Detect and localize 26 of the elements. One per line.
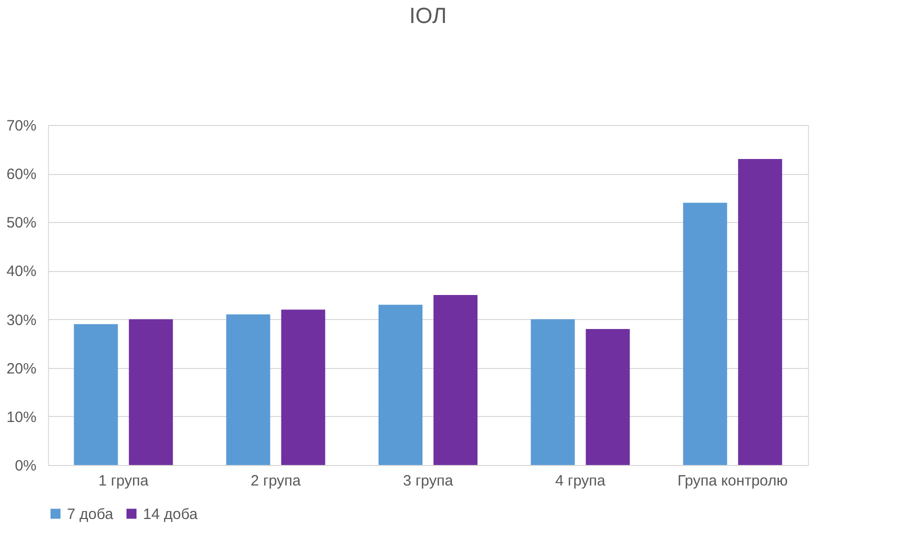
bar bbox=[683, 202, 728, 465]
legend-label: 14 доба bbox=[143, 506, 198, 523]
bar bbox=[128, 319, 173, 465]
x-tick-label: 3 група bbox=[402, 472, 454, 490]
legend-label: 7 доба bbox=[67, 506, 114, 523]
x-tick-label: 2 група bbox=[250, 472, 302, 490]
y-tick-label: 10% bbox=[6, 408, 36, 426]
y-tick-label: 20% bbox=[6, 360, 36, 378]
y-tick-label: 70% bbox=[6, 118, 36, 134]
bar bbox=[738, 159, 782, 465]
bar bbox=[226, 314, 270, 465]
bar bbox=[74, 324, 118, 465]
bar bbox=[530, 319, 575, 465]
x-tick-label: 1 група bbox=[98, 472, 150, 490]
y-tick-label: 0% bbox=[14, 458, 36, 474]
bar bbox=[281, 310, 326, 465]
y-tick-label: 30% bbox=[6, 312, 36, 329]
bar bbox=[586, 329, 630, 465]
x-tick-label: 4 група bbox=[555, 472, 606, 490]
chart-title: ІОЛ bbox=[409, 3, 447, 28]
bar bbox=[434, 295, 478, 465]
y-tick-label: 50% bbox=[6, 214, 36, 232]
x-tick-label: Група контролю bbox=[678, 472, 788, 490]
y-tick-label: 40% bbox=[6, 263, 36, 280]
bar bbox=[378, 304, 422, 465]
y-tick-label: 60% bbox=[6, 166, 36, 184]
